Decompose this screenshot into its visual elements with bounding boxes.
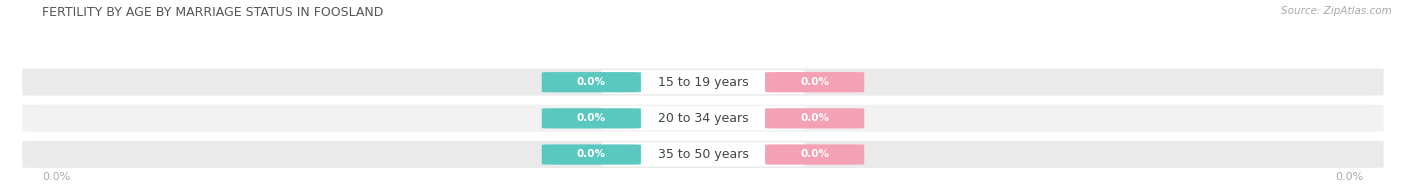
Text: FERTILITY BY AGE BY MARRIAGE STATUS IN FOOSLAND: FERTILITY BY AGE BY MARRIAGE STATUS IN F… xyxy=(42,6,384,19)
FancyBboxPatch shape xyxy=(541,144,641,165)
Text: 0.0%: 0.0% xyxy=(576,113,606,123)
Text: 20 to 34 years: 20 to 34 years xyxy=(658,112,748,125)
FancyBboxPatch shape xyxy=(602,70,804,94)
Text: 15 to 19 years: 15 to 19 years xyxy=(658,76,748,89)
FancyBboxPatch shape xyxy=(22,141,1384,168)
FancyBboxPatch shape xyxy=(541,72,641,92)
FancyBboxPatch shape xyxy=(541,108,641,129)
FancyBboxPatch shape xyxy=(22,105,1384,132)
Text: 0.0%: 0.0% xyxy=(42,172,70,182)
Text: Source: ZipAtlas.com: Source: ZipAtlas.com xyxy=(1281,6,1392,16)
Text: 0.0%: 0.0% xyxy=(576,149,606,159)
Text: 0.0%: 0.0% xyxy=(800,113,830,123)
Text: 0.0%: 0.0% xyxy=(800,149,830,159)
FancyBboxPatch shape xyxy=(765,72,865,92)
FancyBboxPatch shape xyxy=(765,108,865,129)
FancyBboxPatch shape xyxy=(602,142,804,167)
FancyBboxPatch shape xyxy=(602,106,804,130)
Text: 0.0%: 0.0% xyxy=(1336,172,1364,182)
FancyBboxPatch shape xyxy=(765,144,865,165)
Text: 35 to 50 years: 35 to 50 years xyxy=(658,148,748,161)
FancyBboxPatch shape xyxy=(22,68,1384,96)
Text: 0.0%: 0.0% xyxy=(800,77,830,87)
Text: 0.0%: 0.0% xyxy=(576,77,606,87)
